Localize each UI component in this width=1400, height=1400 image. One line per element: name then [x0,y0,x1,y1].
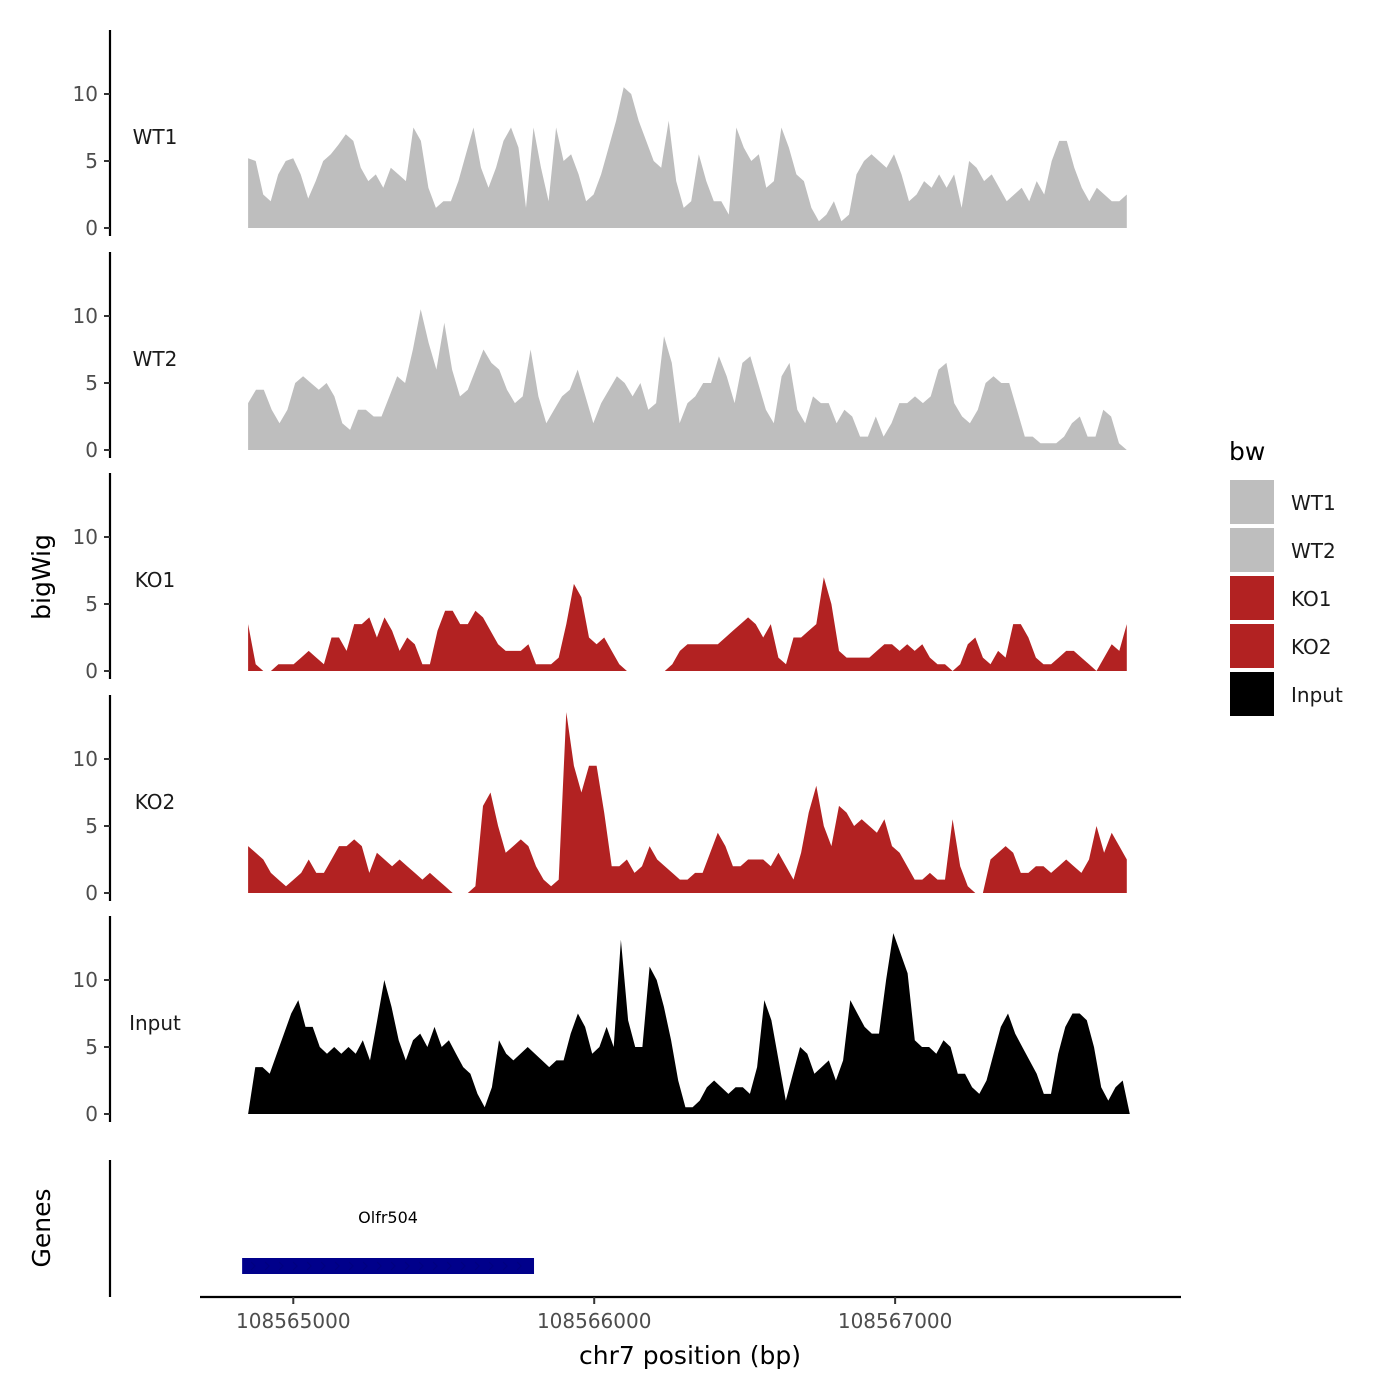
legend-label: KO1 [1291,587,1332,611]
strand-arrow [432,1261,438,1271]
legend-swatch [1230,672,1274,716]
legend-title: bw [1229,437,1265,466]
strand-arrow [250,1261,256,1271]
area-ko2 [248,712,1127,893]
strand-arrow [474,1261,480,1271]
y-tick-label: 5 [85,1035,98,1059]
y-tick-label: 10 [73,304,98,328]
y-tick-label: 5 [85,371,98,395]
legend-swatch [1230,576,1274,620]
y-tick-label: 5 [85,592,98,616]
y-tick-label: 10 [73,747,98,771]
area-wt2 [248,309,1127,450]
legend-swatch [1230,624,1274,668]
bigwig-tracks: 0 5 10 WT1 0 5 10 WT2 0 5 10 KO1 0 5 10 KO2 0 5 10 Input [73,30,1130,1126]
strand-arrow [278,1261,284,1271]
strand-arrow [418,1261,424,1271]
gene-olfr504: Olfr504 [242,1208,535,1274]
x-axis: 108565000 108566000 108567000 [200,1295,1181,1333]
track-label: WT2 [133,347,178,371]
legend-swatch [1230,528,1274,572]
y-axis-title: bigWig [27,534,56,620]
track-ko1: 0 5 10 KO1 [73,473,1127,683]
strand-arrow [404,1261,410,1271]
strand-arrow [460,1261,466,1271]
area-ko1 [248,577,1127,671]
legend-item-ko2: KO2 [1230,624,1332,668]
area-input [248,933,1130,1114]
y-tick-label: 10 [73,968,98,992]
strand-arrow [264,1261,270,1271]
legend: bw WT1 WT2 KO1 KO2 Input [1229,437,1343,716]
strand-arrow [390,1261,396,1271]
track-wt2: 0 5 10 WT2 [73,252,1127,462]
legend-item-ko1: KO1 [1230,576,1332,620]
strand-arrow [306,1261,312,1271]
y-tick-label: 5 [85,814,98,838]
track-label: WT1 [133,125,178,149]
y-tick-label: 0 [85,1102,98,1126]
y-tick-label: 0 [85,659,98,683]
legend-label: KO2 [1291,635,1332,659]
strand-arrow [334,1261,340,1271]
strand-arrow [488,1261,494,1271]
gene-body [242,1258,535,1274]
track-input: 0 5 10 Input [73,916,1130,1126]
x-tick-label: 108565000 [236,1309,351,1333]
area-wt1 [248,87,1127,228]
x-tick-label: 108567000 [838,1309,953,1333]
strand-arrow [502,1261,508,1271]
track-label: KO2 [135,790,176,814]
x-tick-label: 108566000 [537,1309,652,1333]
y-tick-label: 10 [73,525,98,549]
strand-arrow [516,1261,522,1271]
legend-label: Input [1291,683,1343,707]
track-label: Input [129,1011,181,1035]
track-label: KO1 [135,568,176,592]
legend-label: WT1 [1291,491,1336,515]
legend-item-wt1: WT1 [1230,480,1336,524]
x-axis-title: chr7 position (bp) [579,1341,801,1370]
gene-label: Olfr504 [358,1208,418,1227]
strand-arrow [292,1261,298,1271]
track-ko2: 0 5 10 KO2 [73,695,1127,905]
strand-arrow [348,1261,354,1271]
y-tick-label: 10 [73,82,98,106]
strand-arrow [376,1261,382,1271]
strand-arrow [446,1261,452,1271]
legend-item-wt2: WT2 [1230,528,1336,572]
track-wt1: 0 5 10 WT1 [73,30,1127,240]
y-tick-label: 5 [85,149,98,173]
legend-label: WT2 [1291,539,1336,563]
strand-arrow [320,1261,326,1271]
strand-arrow [362,1261,368,1271]
y-tick-label: 0 [85,881,98,905]
genes-track: Olfr504 [108,1160,535,1297]
legend-swatch [1230,480,1274,524]
y-tick-label: 0 [85,216,98,240]
y-tick-label: 0 [85,438,98,462]
legend-item-input: Input [1230,672,1343,716]
genes-axis-title: Genes [27,1188,56,1267]
